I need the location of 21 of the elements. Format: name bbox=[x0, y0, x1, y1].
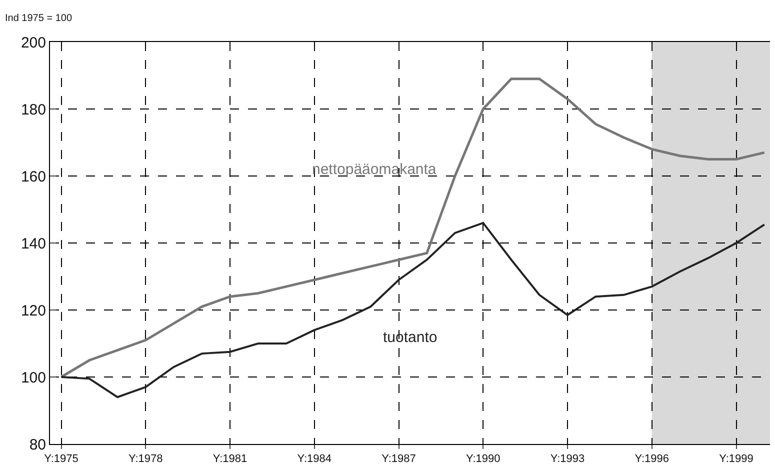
line-series bbox=[60, 222, 766, 398]
y-tick-label: 140 bbox=[20, 235, 46, 252]
y-tick-label: 200 bbox=[20, 34, 46, 52]
x-tick-label: Y:1987 bbox=[382, 453, 416, 466]
x-tick-label: Y:1996 bbox=[634, 453, 670, 466]
x-tick-label: Y:1999 bbox=[719, 453, 754, 466]
y-tick-label: 100 bbox=[20, 369, 46, 386]
line-series bbox=[60, 78, 766, 378]
x-tick-label: Y:1981 bbox=[212, 453, 248, 466]
y-tick-label: 120 bbox=[20, 302, 46, 320]
x-tick-label: Y:1978 bbox=[128, 453, 163, 466]
x-tick-label: Y:1990 bbox=[466, 453, 500, 466]
x-tick-label: Y:1975 bbox=[44, 453, 78, 466]
x-tick-label: Y:1993 bbox=[550, 453, 585, 466]
y-tick-label: 160 bbox=[20, 168, 46, 186]
y-axis-title: Ind 1975 = 100 bbox=[5, 13, 72, 24]
series-label: tuotanto bbox=[383, 329, 438, 346]
x-tick-label: Y:1984 bbox=[297, 453, 332, 466]
y-tick-label: 80 bbox=[29, 436, 46, 454]
y-tick-label: 180 bbox=[20, 101, 46, 118]
series-label: nettopääomakanta bbox=[312, 161, 437, 178]
